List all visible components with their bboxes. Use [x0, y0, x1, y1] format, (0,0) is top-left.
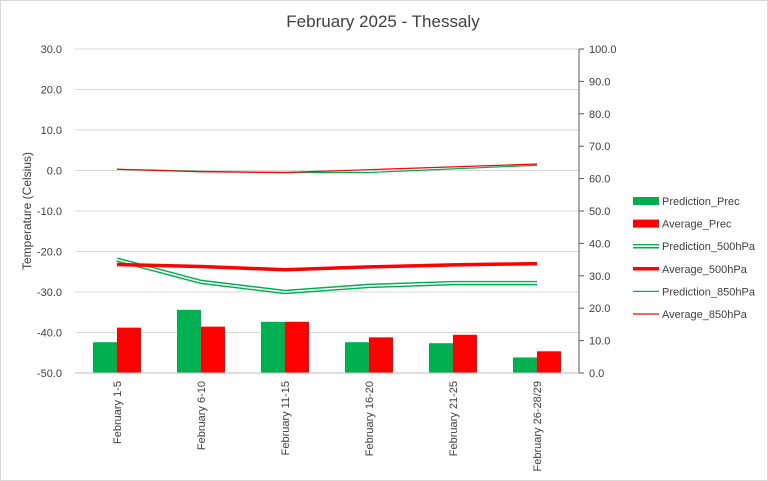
bar-prediction-prec — [513, 357, 537, 373]
bar-prediction-prec — [93, 342, 117, 373]
legend-label: Average_500hPa — [662, 264, 748, 276]
y-tick-label: 0.0 — [47, 166, 62, 178]
y2-tick-label: 10.0 — [589, 336, 610, 348]
line-average-850hpa — [116, 163, 538, 174]
legend: Prediction_Prec Average_Prec Prediction_50… — [633, 196, 756, 321]
y-tick-label: 10.0 — [41, 125, 62, 137]
y2-tick-label: 40.0 — [589, 238, 610, 250]
y-tick-label: -50.0 — [37, 368, 62, 380]
y2-tick-label: 80.0 — [589, 109, 610, 121]
chart-title: February 2025 - Thessaly — [286, 12, 480, 31]
line-prediction-500hpa-inner — [116, 258, 537, 293]
y2-tick-label: 90.0 — [589, 76, 610, 88]
legend-label: Average_Prec — [662, 219, 732, 231]
y-tick-label: 30.0 — [41, 44, 62, 56]
x-tick-label: February 1-5 — [112, 381, 124, 444]
bar-average-prec — [285, 321, 309, 373]
x-tick-label: February 11-15 — [280, 381, 292, 455]
y-tick-label: -30.0 — [37, 287, 62, 299]
x-tick-label: February 16-20 — [364, 381, 376, 456]
bar-average-prec — [201, 326, 225, 373]
y2-tick-label: 70.0 — [589, 141, 610, 153]
bar-average-prec — [537, 351, 561, 373]
legend-key-average-prec — [633, 219, 659, 228]
y2-tick-label: 50.0 — [589, 206, 610, 218]
legend-label: Prediction_500hPa — [662, 241, 756, 253]
bar-prediction-prec — [177, 309, 201, 373]
y-axis-title: Temperature (Celsius) — [20, 152, 34, 270]
legend-label: Prediction_850hPa — [662, 286, 756, 298]
line-average-500hpa — [116, 261, 538, 272]
y2-tick-label: 20.0 — [589, 303, 610, 315]
x-tick-label: February 21-25 — [448, 381, 460, 456]
gridlines — [75, 48, 579, 374]
bar-prediction-prec — [261, 321, 285, 373]
bar-average-prec — [369, 337, 393, 373]
legend-label: Average_850hPa — [662, 309, 748, 321]
tick-labels: 30.0 20.0 10.0 0.0 -10.0 -20.0 -30.0 -40.0 -50.0… — [37, 44, 617, 472]
y2-tick-label: 100.0 — [589, 44, 617, 56]
x-tick-label: February 26-28/29 — [532, 381, 544, 472]
bar-average-prec — [453, 334, 477, 373]
bar-average-prec — [117, 327, 141, 373]
line-series — [116, 163, 538, 295]
legend-key-prediction-prec — [633, 197, 659, 205]
bar-prediction-prec — [345, 342, 369, 373]
bar-prediction-prec — [429, 343, 453, 373]
y2-tick-label: 0.0 — [589, 368, 604, 380]
y-tick-label: -20.0 — [37, 247, 62, 259]
bar-series — [93, 309, 561, 373]
y-tick-label: -10.0 — [37, 206, 62, 218]
y-tick-label: -40.0 — [37, 328, 62, 340]
y2-tick-label: 30.0 — [589, 271, 610, 283]
x-tick-label: February 6-10 — [196, 381, 208, 450]
y2-tick-label: 60.0 — [589, 174, 610, 186]
legend-label: Prediction_Prec — [662, 196, 740, 208]
y-tick-label: 20.0 — [41, 85, 62, 97]
axes — [75, 48, 584, 374]
